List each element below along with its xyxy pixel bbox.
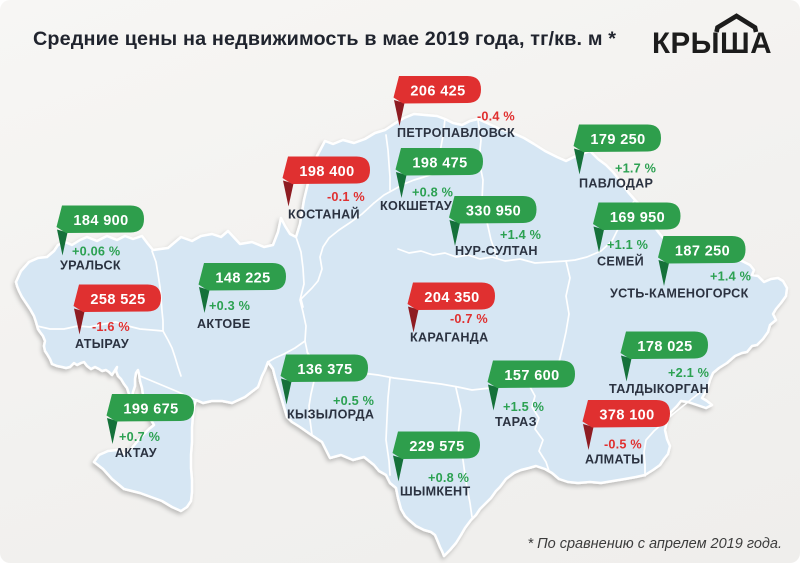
svg-text:КОКШЕТАУ: КОКШЕТАУ — [380, 199, 452, 213]
svg-text:+0.3 %: +0.3 % — [209, 299, 250, 313]
svg-text:+0.06 %: +0.06 % — [72, 245, 120, 259]
svg-text:179 250: 179 250 — [590, 132, 645, 148]
svg-text:330 950: 330 950 — [466, 204, 521, 220]
svg-text:УСТЬ-КАМЕНОГОРСК: УСТЬ-КАМЕНОГОРСК — [610, 287, 749, 301]
svg-text:-0.7 %: -0.7 % — [450, 312, 488, 326]
svg-text:+0.8 %: +0.8 % — [428, 471, 469, 485]
svg-text:ТАЛДЫКОРГАН: ТАЛДЫКОРГАН — [609, 382, 709, 396]
svg-text:АТЫРАУ: АТЫРАУ — [75, 337, 129, 351]
svg-text:-0.4 %: -0.4 % — [477, 110, 515, 124]
svg-text:136 375: 136 375 — [297, 362, 352, 378]
svg-text:184 900: 184 900 — [73, 213, 128, 229]
svg-text:198 475: 198 475 — [412, 156, 467, 172]
svg-text:148 225: 148 225 — [215, 271, 270, 287]
svg-text:169 950: 169 950 — [610, 210, 665, 226]
svg-text:ПАВЛОДАР: ПАВЛОДАР — [579, 177, 653, 191]
svg-text:+2.1 %: +2.1 % — [668, 366, 709, 380]
svg-text:+1.4 %: +1.4 % — [500, 228, 541, 242]
svg-text:+0.8 %: +0.8 % — [412, 186, 453, 200]
svg-text:КОСТАНАЙ: КОСТАНАЙ — [288, 207, 360, 222]
svg-text:-1.6 %: -1.6 % — [92, 320, 130, 334]
svg-text:178 025: 178 025 — [637, 339, 692, 355]
svg-text:-0.1 %: -0.1 % — [327, 190, 365, 204]
svg-text:206 425: 206 425 — [410, 84, 465, 100]
svg-text:ШЫМКЕНТ: ШЫМКЕНТ — [400, 485, 470, 499]
svg-text:ТАРАЗ: ТАРАЗ — [495, 415, 537, 429]
svg-text:+0.7 %: +0.7 % — [119, 430, 160, 444]
svg-text:+1.4 %: +1.4 % — [710, 270, 751, 284]
svg-text:199 675: 199 675 — [123, 402, 178, 418]
svg-text:187 250: 187 250 — [675, 244, 730, 260]
svg-text:378 100: 378 100 — [599, 408, 654, 424]
svg-text:+1.1 %: +1.1 % — [607, 238, 648, 252]
svg-text:УРАЛЬСК: УРАЛЬСК — [60, 259, 121, 273]
svg-text:АКТОБЕ: АКТОБЕ — [197, 317, 251, 331]
svg-text:-0.5 %: -0.5 % — [604, 438, 642, 452]
svg-text:198 400: 198 400 — [299, 164, 354, 180]
svg-text:+0.5 %: +0.5 % — [333, 394, 374, 408]
svg-text:204 350: 204 350 — [424, 290, 479, 306]
svg-text:157 600: 157 600 — [504, 368, 559, 384]
svg-text:ПЕТРОПАВЛОВСК: ПЕТРОПАВЛОВСК — [397, 126, 515, 140]
svg-text:229 575: 229 575 — [409, 439, 464, 455]
svg-text:АКТАУ: АКТАУ — [115, 446, 157, 460]
svg-text:КАРАГАНДА: КАРАГАНДА — [410, 331, 488, 345]
svg-text:+1.5 %: +1.5 % — [503, 400, 544, 414]
svg-text:АЛМАТЫ: АЛМАТЫ — [585, 453, 644, 467]
svg-text:258 525: 258 525 — [90, 292, 145, 308]
svg-text:+1.7 %: +1.7 % — [615, 162, 656, 176]
svg-text:КЫЗЫЛОРДА: КЫЗЫЛОРДА — [287, 408, 374, 422]
svg-text:СЕМЕЙ: СЕМЕЙ — [597, 254, 644, 269]
svg-text:НУР-СУЛТАН: НУР-СУЛТАН — [455, 244, 538, 258]
